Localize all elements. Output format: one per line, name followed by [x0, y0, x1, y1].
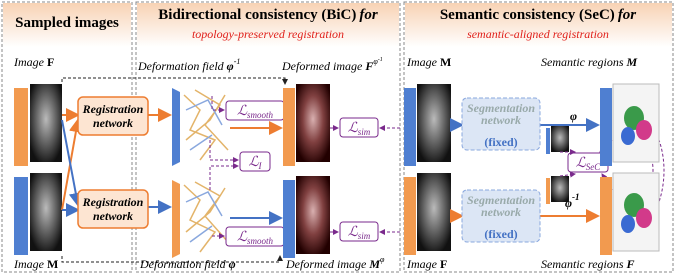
network-note: (fixed) [484, 135, 517, 149]
label-part: φ [227, 59, 234, 73]
label-part: Semantic regions [541, 55, 624, 69]
image-slab [283, 88, 295, 166]
ct-image [30, 84, 62, 162]
label-part: Deformation field [137, 59, 225, 73]
label-part: sim [358, 127, 371, 137]
image-slab [600, 177, 612, 255]
label-part: Deformation field [139, 257, 227, 271]
image-slab [546, 128, 550, 154]
arrow [560, 174, 575, 176]
label-part: F [364, 59, 373, 73]
deformed-images [283, 84, 330, 258]
field-label: Deformation field φ-1 [137, 57, 240, 73]
phi-label: φ [570, 109, 577, 123]
semantic-regions [600, 84, 659, 255]
ct-image [417, 84, 451, 162]
deformed-label: Deformed image Fφ-1 [281, 57, 383, 73]
ct-image [296, 84, 330, 162]
ct-image [296, 176, 330, 254]
label-part: for [359, 7, 377, 23]
deformed-label: Deformed image Mφ [285, 255, 385, 271]
label-part: Image [406, 55, 438, 69]
image-slab [14, 177, 28, 255]
network-label: Registration [82, 195, 144, 209]
image-label: Image M [406, 55, 451, 69]
segmentation-net: Segmentation network (fixed) Segmentatio… [462, 98, 540, 242]
network-label: network [93, 116, 133, 130]
label-part: M [368, 257, 380, 271]
warped-segs [546, 126, 569, 204]
arrow [210, 166, 238, 190]
region [621, 127, 635, 145]
image-label: Image M [13, 257, 58, 271]
label-part: M [626, 55, 638, 69]
label-part: φ [565, 196, 572, 210]
network-note: (fixed) [484, 227, 517, 241]
label-part: Deformed image [285, 257, 367, 271]
seg-image [551, 126, 569, 152]
field-slab [172, 180, 180, 258]
field-slab [172, 88, 180, 166]
network-label: Registration [82, 102, 144, 116]
region [636, 120, 652, 140]
image-slab [404, 88, 416, 166]
image-slab [600, 88, 612, 166]
image-label: Image F [13, 55, 54, 69]
label-part: Semantic consistency (SeC) [440, 7, 615, 23]
label-part: Deformed image [281, 59, 363, 73]
label-part: SeC [586, 162, 601, 172]
label-part: sim [358, 231, 371, 241]
image-label: Image F [406, 257, 447, 271]
label-part: Bidirectional consistency (BiC) [158, 7, 356, 23]
panel-subtitle: topology-preserved registration [192, 27, 344, 41]
label-part: M [47, 257, 58, 271]
image-slab [283, 180, 295, 258]
regions-label: Semantic regions F [541, 257, 635, 271]
region [636, 208, 652, 228]
label-part: -1 [234, 57, 241, 66]
label-part: -1 [378, 57, 383, 63]
sec-images [404, 84, 451, 255]
image-slab [546, 178, 550, 204]
panel-title: Bidirectional consistency (BiC) for [158, 7, 378, 23]
label-part: M [440, 55, 451, 69]
diagram: Sampled images Bidirectional consistency… [0, 0, 675, 274]
network-label: network [93, 209, 133, 223]
label-part: F [47, 55, 54, 69]
arrow [210, 140, 238, 160]
ct-image [30, 173, 62, 251]
panel-title: Sampled images [15, 15, 119, 31]
regions-label: Semantic regions M [541, 55, 638, 69]
label-part: Image [13, 257, 45, 271]
image-slab [14, 88, 28, 166]
ct-image [417, 173, 451, 251]
label-part: smooth [247, 236, 274, 246]
label-part: -1 [572, 192, 580, 202]
region [621, 215, 635, 233]
label-part: smooth [247, 110, 274, 120]
registration-net: Registration network Registration networ… [78, 97, 148, 228]
label-part: φ [380, 255, 385, 264]
input-images [14, 84, 62, 255]
label-part: Image [13, 55, 45, 69]
label-part: F [626, 257, 635, 271]
label-part: for [618, 7, 636, 23]
image-slab [404, 177, 416, 255]
panel-title: Semantic consistency (SeC) for [440, 7, 636, 23]
panel-subtitle: semantic-aligned registration [467, 27, 609, 41]
label-part: φ [229, 257, 236, 271]
network-label: network [481, 205, 521, 219]
field-label: Deformation field φ [139, 257, 236, 271]
label-part: F [440, 257, 447, 271]
label-part: Image [406, 257, 438, 271]
arrow [62, 78, 285, 84]
label-part: Semantic regions [541, 257, 624, 271]
deformation-fields [172, 88, 228, 258]
network-label: network [481, 113, 521, 127]
